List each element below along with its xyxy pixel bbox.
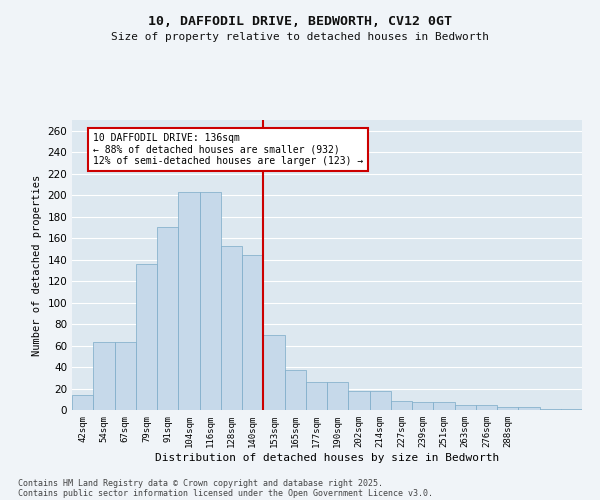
Bar (157, 228, 178, 410)
Text: 10, DAFFODIL DRIVE, BEDWORTH, CV12 0GT: 10, DAFFODIL DRIVE, BEDWORTH, CV12 0GT (148, 15, 452, 28)
Bar (391, 402, 412, 410)
Text: Contains public sector information licensed under the Open Government Licence v3: Contains public sector information licen… (18, 488, 433, 498)
Bar (178, 192, 199, 410)
Text: Size of property relative to detached houses in Bedworth: Size of property relative to detached ho… (111, 32, 489, 42)
Bar (433, 402, 455, 410)
Bar (561, 409, 582, 410)
Bar (327, 382, 348, 410)
Bar (497, 407, 518, 410)
Bar (370, 390, 391, 410)
Bar (518, 407, 539, 410)
Bar (412, 402, 433, 410)
Bar (455, 404, 476, 410)
Bar (348, 390, 370, 410)
Bar (306, 382, 327, 410)
Bar (136, 264, 157, 410)
Bar (242, 256, 263, 410)
Y-axis label: Number of detached properties: Number of detached properties (32, 174, 42, 356)
Text: 10 DAFFODIL DRIVE: 136sqm
← 88% of detached houses are smaller (932)
12% of semi: 10 DAFFODIL DRIVE: 136sqm ← 88% of detac… (93, 133, 364, 166)
Bar (72, 395, 93, 410)
Bar (539, 409, 561, 410)
Bar (263, 335, 284, 410)
Bar (476, 404, 497, 410)
Text: Contains HM Land Registry data © Crown copyright and database right 2025.: Contains HM Land Registry data © Crown c… (18, 478, 383, 488)
Bar (199, 192, 221, 410)
X-axis label: Distribution of detached houses by size in Bedworth: Distribution of detached houses by size … (155, 452, 499, 462)
Bar (284, 370, 306, 410)
Bar (115, 342, 136, 410)
Bar (93, 342, 115, 410)
Bar (221, 246, 242, 410)
